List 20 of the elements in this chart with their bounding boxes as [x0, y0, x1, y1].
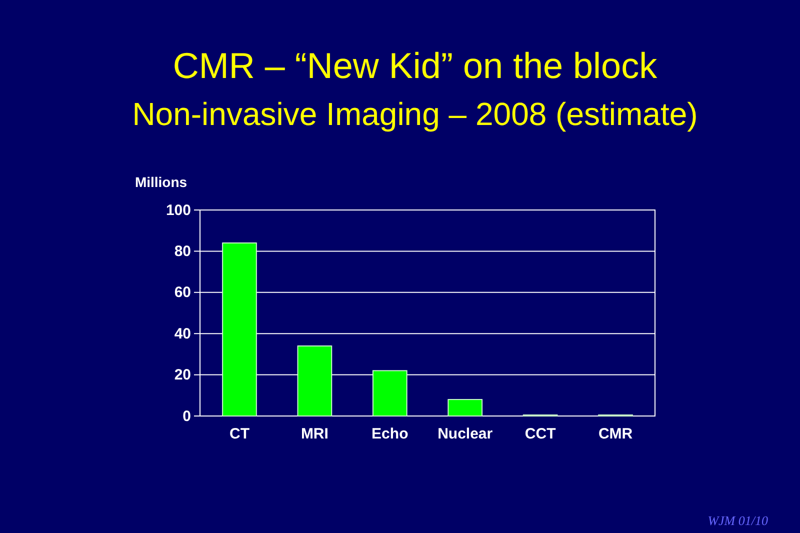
bar — [372, 370, 408, 416]
y-tick-label: 40 — [174, 325, 191, 342]
text: WJM 01/10 — [708, 513, 768, 528]
x-tick-label: CT — [229, 426, 250, 443]
x-tick-label: Echo — [372, 426, 408, 443]
x-tick-label: CCT — [524, 426, 556, 443]
bar — [222, 242, 257, 416]
y-tick-label: 0 — [182, 408, 191, 425]
chart-title: CMR – “New Kid” on the block — [172, 45, 658, 86]
x-tick-label: CMR — [598, 426, 633, 443]
y-tick-label: 100 — [166, 202, 191, 219]
bar — [448, 399, 483, 416]
y-tick-label: 20 — [174, 366, 191, 384]
y-tick-label: 60 — [174, 284, 191, 302]
x-tick-label: MRI — [300, 426, 328, 443]
x-tick-label: Nuclear — [438, 426, 493, 443]
y-tick-label: 80 — [174, 243, 191, 260]
y-axis-title: Millions — [134, 174, 188, 190]
bar — [297, 345, 332, 416]
chart-subtitle: Non-invasive Imaging – 2008 (estimate) — [132, 96, 698, 132]
